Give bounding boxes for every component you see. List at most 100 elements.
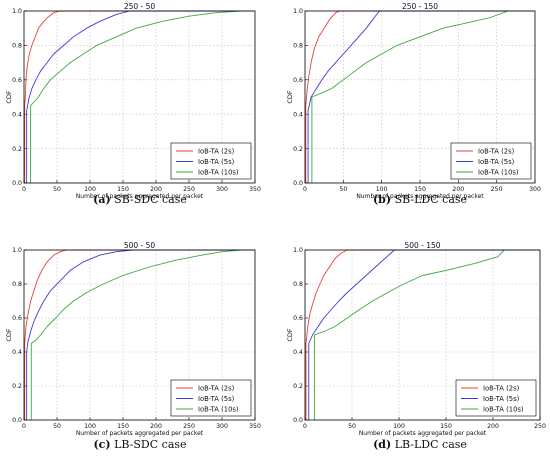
caption-label: (b) <box>372 193 392 206</box>
legend-entry-label: IoB-TA (2s) <box>478 148 515 156</box>
y-tick-label: 0.0 <box>12 180 22 187</box>
x-tick-label: 300 <box>216 186 228 193</box>
x-tick-label: 0 <box>303 186 307 193</box>
y-tick-label: 0.4 <box>293 111 303 118</box>
legend: IoB-TA (2s) IoB-TA (5s) IoB-TA (10s) <box>450 142 532 180</box>
x-tick-label: 200 <box>452 186 464 193</box>
x-tick-label: 350 <box>249 186 261 193</box>
series-line-3 <box>311 10 535 183</box>
chart-title: 250 - 50 <box>124 2 156 11</box>
series-line-3 <box>30 10 255 183</box>
chart-title: 500 - 50 <box>124 241 156 250</box>
legend-entry-label: IoB-TA (5s) <box>478 158 515 166</box>
y-tick-label: 0.4 <box>12 111 22 118</box>
x-tick-label: 150 <box>117 186 129 193</box>
chart-title: 500 - 150 <box>404 241 440 250</box>
series-line-1 <box>24 249 255 420</box>
series-line-3 <box>313 249 540 420</box>
caption-text: LB-LDC case <box>391 438 467 451</box>
y-tick-label: 0.0 <box>293 417 303 424</box>
plot-frame <box>304 10 536 184</box>
y-tick-label: 1.0 <box>293 247 303 254</box>
x-tick-label: 250 <box>183 186 195 193</box>
chart-panel-3: 0 50 100 150 200 250 300 350 0.0 0.2 0.4 0.6 0.8 1.0 5… <box>5 241 261 437</box>
caption-label: (d) <box>373 438 392 451</box>
y-tick-label: 0.8 <box>12 43 22 50</box>
y-tick-label: 0.4 <box>12 349 22 356</box>
x-tick-label: 300 <box>529 186 541 193</box>
panel-caption: (a) SB-SDC case <box>93 193 187 206</box>
legend: IoB-TA (2s) IoB-TA (5s) IoB-TA (10s) <box>170 142 252 180</box>
x-tick-label: 50 <box>339 186 347 193</box>
y-tick-label: 0.2 <box>293 146 303 153</box>
plot-frame <box>23 249 256 421</box>
legend-entry-label: IoB-TA (10s) <box>483 406 524 414</box>
legend-entry-label: IoB-TA (5s) <box>483 395 520 403</box>
x-tick-label: 100 <box>376 186 388 193</box>
y-tick-label: 0.2 <box>293 383 303 390</box>
x-tick-label: 100 <box>393 423 405 430</box>
x-tick-label: 300 <box>216 423 228 430</box>
x-axis-label: Number of packets aggregated per packet <box>359 430 487 437</box>
series-line-2 <box>307 10 535 183</box>
series-line-1 <box>305 249 540 420</box>
legend: IoB-TA (2s) IoB-TA (5s) IoB-TA (10s) <box>455 379 537 417</box>
legend-entry-label: IoB-TA (10s) <box>198 169 239 177</box>
x-tick-label: 250 <box>491 186 503 193</box>
y-axis-label: CDF <box>5 90 13 104</box>
x-tick-label: 150 <box>414 186 426 193</box>
x-tick-label: 100 <box>84 423 96 430</box>
series-line-2 <box>308 249 540 420</box>
y-tick-label: 0.6 <box>12 77 22 84</box>
legend-entry-label: IoB-TA (5s) <box>198 158 235 166</box>
x-tick-label: 200 <box>487 423 499 430</box>
chart-panel-2: 0 50 100 150 200 250 300 0.0 0.2 0.4 0.6 0.8 1.0 250 … <box>286 2 541 200</box>
x-axis-label: Number of packets aggregated per packet <box>356 193 484 200</box>
x-tick-label: 200 <box>150 423 162 430</box>
y-tick-label: 0.6 <box>293 77 303 84</box>
chart-panel-4: 0 50 100 150 200 250 0.0 0.2 0.4 0.6 0.8 1.0 500 - 1… <box>286 241 546 437</box>
panel-caption: (c) LB-SDC case <box>93 438 186 451</box>
y-tick-label: 1.0 <box>12 8 22 15</box>
series-line-3 <box>30 249 255 420</box>
plot-frame <box>23 10 256 184</box>
y-tick-label: 0.8 <box>293 281 303 288</box>
legend-entry-label: IoB-TA (2s) <box>198 148 235 156</box>
x-tick-label: 150 <box>117 423 129 430</box>
y-tick-label: 0.6 <box>293 315 303 322</box>
plot-frame <box>304 249 541 421</box>
x-tick-label: 50 <box>53 423 61 430</box>
legend-entry-label: IoB-TA (2s) <box>198 385 235 393</box>
y-tick-label: 0.8 <box>12 281 22 288</box>
x-tick-label: 0 <box>303 423 307 430</box>
x-tick-label: 50 <box>53 186 61 193</box>
series-line-1 <box>305 10 535 183</box>
y-tick-label: 0.0 <box>12 417 22 424</box>
legend-entry-label: IoB-TA (10s) <box>478 169 519 177</box>
x-tick-label: 350 <box>249 423 261 430</box>
caption-label: (c) <box>93 438 111 451</box>
caption-text: SB-SDC case <box>110 193 187 206</box>
chart-panel-1: 0 50 100 150 200 250 300 350 0.0 0.2 0.4 0.6 0.8 1.0 2… <box>5 2 261 200</box>
x-tick-label: 250 <box>534 423 546 430</box>
y-tick-label: 0.6 <box>12 315 22 322</box>
x-tick-label: 50 <box>348 423 356 430</box>
series-line-2 <box>26 10 255 183</box>
x-tick-label: 0 <box>22 186 26 193</box>
x-axis-label: Number of packets aggregated per packet <box>76 430 204 437</box>
y-axis-label: CDF <box>286 90 294 104</box>
panel-caption: (d) LB-LDC case <box>373 438 467 451</box>
x-tick-label: 200 <box>150 186 162 193</box>
chart-title: 250 - 150 <box>402 2 438 11</box>
x-axis-label: Number of packets aggregated per packet <box>76 193 204 200</box>
series-line-1 <box>24 10 255 183</box>
caption-text: LB-SDC case <box>110 438 187 451</box>
y-tick-label: 0.2 <box>12 383 22 390</box>
y-axis-label: CDF <box>286 328 294 342</box>
legend: IoB-TA (2s) IoB-TA (5s) IoB-TA (10s) <box>170 379 252 417</box>
y-tick-label: 0.8 <box>293 43 303 50</box>
panel-caption: (b) SB-LDC case <box>373 193 467 206</box>
y-tick-label: 1.0 <box>293 8 303 15</box>
